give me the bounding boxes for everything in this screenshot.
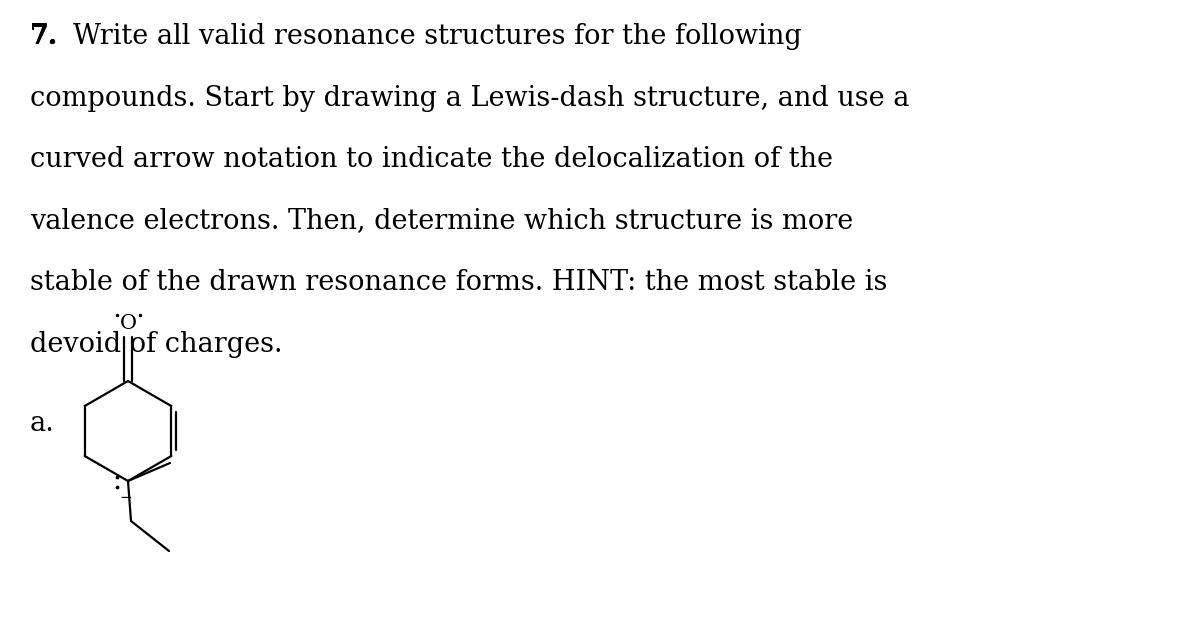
Text: curved arrow notation to indicate the delocalization of the: curved arrow notation to indicate the de… [30,146,833,173]
Text: 7.  Write all valid resonance structures for the following: 7. Write all valid resonance structures … [30,23,802,50]
Text: 7.: 7. [30,23,59,50]
Text: stable of the drawn resonance forms. HINT: the most stable is: stable of the drawn resonance forms. HIN… [30,269,887,296]
Text: valence electrons. Then, determine which structure is more: valence electrons. Then, determine which… [30,207,853,235]
Text: devoid of charges.: devoid of charges. [30,330,282,358]
Text: −: − [120,491,132,505]
Text: O: O [120,314,137,333]
Text: 7.: 7. [30,23,59,50]
Text: a.: a. [30,410,55,437]
Text: compounds. Start by drawing a Lewis-dash structure, and use a: compounds. Start by drawing a Lewis-dash… [30,84,910,112]
